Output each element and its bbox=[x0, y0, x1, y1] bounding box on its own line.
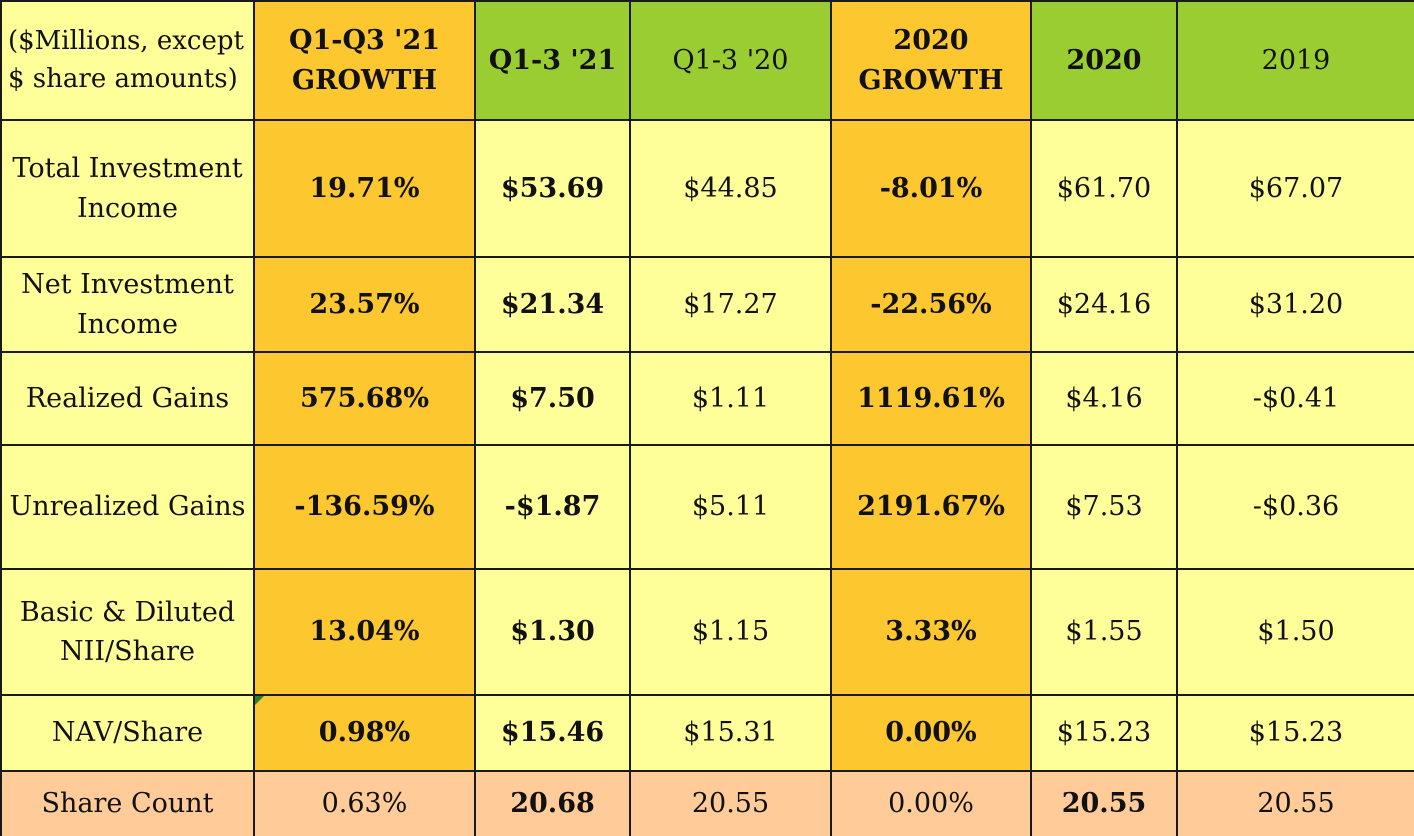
corner-header-cell: ($Millions, except $ share amounts) bbox=[0, 0, 255, 121]
cell-2019: $67.07 bbox=[1176, 119, 1414, 258]
header-line2: GROWTH bbox=[292, 64, 437, 96]
cell-2020: 20.55 bbox=[1030, 770, 1178, 836]
table-row: Share Count 0.63% 20.68 20.55 0.00% 20.5… bbox=[0, 770, 1414, 836]
cell-value: 0.98% bbox=[318, 717, 411, 749]
row-label: Realized Gains bbox=[0, 351, 255, 446]
header-2019: 2019 bbox=[1176, 0, 1414, 121]
header-q1-3-21: Q1-3 '21 bbox=[474, 0, 631, 121]
row-label: Total Investment Income bbox=[0, 119, 255, 258]
cell-2019: $15.23 bbox=[1176, 694, 1414, 772]
header-line1: 2020 bbox=[1066, 44, 1142, 76]
row-label-line1: Realized Gains bbox=[25, 382, 230, 414]
cell-2020-growth: 3.33% bbox=[830, 568, 1032, 696]
cell-q1-3-21: $15.46 bbox=[474, 694, 631, 772]
cell-q1q3-21-growth: 13.04% bbox=[253, 568, 476, 696]
cell-q1q3-21-growth: 19.71% bbox=[253, 119, 476, 258]
header-2020-growth: 2020 GROWTH bbox=[830, 0, 1032, 121]
cell-q1-3-21: $53.69 bbox=[474, 119, 631, 258]
cell-q1-3-21: $1.30 bbox=[474, 568, 631, 696]
cell-q1-3-21: $7.50 bbox=[474, 351, 631, 446]
cell-q1-3-21: -$1.87 bbox=[474, 444, 631, 570]
row-label-line1: Total Investment bbox=[12, 153, 243, 185]
cell-q1-3-20: 20.55 bbox=[629, 770, 832, 836]
header-line1: Q1-Q3 '21 bbox=[288, 25, 441, 57]
cell-q1-3-20: $5.11 bbox=[629, 444, 832, 570]
cell-2020-growth: 0.00% bbox=[830, 770, 1032, 836]
row-label-line2: Income bbox=[76, 192, 178, 224]
corner-label-line2: $ share amounts) bbox=[8, 63, 238, 94]
table-row: Total Investment Income 19.71% $53.69 $4… bbox=[0, 119, 1414, 258]
cell-2019: 20.55 bbox=[1176, 770, 1414, 836]
comment-indicator-icon bbox=[256, 697, 264, 705]
cell-2019: -$0.36 bbox=[1176, 444, 1414, 570]
cell-q1-3-20: $17.27 bbox=[629, 256, 832, 353]
row-label-line1: Share Count bbox=[41, 788, 214, 820]
cell-q1q3-21-growth: 0.98% bbox=[253, 694, 476, 772]
row-label-line1: Net Investment bbox=[21, 269, 234, 301]
cell-2019: -$0.41 bbox=[1176, 351, 1414, 446]
header-q1-3-20: Q1-3 '20 bbox=[629, 0, 832, 121]
cell-2020: $15.23 bbox=[1030, 694, 1178, 772]
corner-label-line1: ($Millions, except bbox=[8, 25, 244, 56]
row-label: Basic & Diluted NII/Share bbox=[0, 568, 255, 696]
row-label-line1: NAV/Share bbox=[51, 717, 204, 749]
cell-2020-growth: 1119.61% bbox=[830, 351, 1032, 446]
cell-2019: $1.50 bbox=[1176, 568, 1414, 696]
cell-q1q3-21-growth: 575.68% bbox=[253, 351, 476, 446]
header-line1: 2020 bbox=[893, 25, 969, 57]
cell-q1q3-21-growth: -136.59% bbox=[253, 444, 476, 570]
cell-q1-3-20: $15.31 bbox=[629, 694, 832, 772]
cell-2020: $24.16 bbox=[1030, 256, 1178, 353]
row-label-line2: NII/Share bbox=[60, 636, 195, 667]
header-line1: 2019 bbox=[1261, 44, 1331, 76]
cell-2020: $1.55 bbox=[1030, 568, 1178, 696]
header-row: ($Millions, except $ share amounts) Q1-Q… bbox=[0, 0, 1414, 121]
cell-q1-3-21: 20.68 bbox=[474, 770, 631, 836]
table-row: Realized Gains 575.68% $7.50 $1.11 1119.… bbox=[0, 351, 1414, 446]
cell-2020: $4.16 bbox=[1030, 351, 1178, 446]
header-line2: GROWTH bbox=[858, 64, 1004, 96]
row-label: Unrealized Gains bbox=[0, 444, 255, 570]
cell-q1q3-21-growth: 23.57% bbox=[253, 256, 476, 353]
cell-2019: $31.20 bbox=[1176, 256, 1414, 353]
cell-q1q3-21-growth: 0.63% bbox=[253, 770, 476, 836]
row-label: Net Investment Income bbox=[0, 256, 255, 353]
cell-2020-growth: -22.56% bbox=[830, 256, 1032, 353]
table-row: Net Investment Income 23.57% $21.34 $17.… bbox=[0, 256, 1414, 353]
table-row: Unrealized Gains -136.59% -$1.87 $5.11 2… bbox=[0, 444, 1414, 570]
header-q1q3-21-growth: Q1-Q3 '21 GROWTH bbox=[253, 0, 476, 121]
table-row: Basic & Diluted NII/Share 13.04% $1.30 $… bbox=[0, 568, 1414, 696]
cell-q1-3-21: $21.34 bbox=[474, 256, 631, 353]
row-label: Share Count bbox=[0, 770, 255, 836]
cell-2020-growth: -8.01% bbox=[830, 119, 1032, 258]
cell-q1-3-20: $44.85 bbox=[629, 119, 832, 258]
row-label-line2: Income bbox=[76, 308, 178, 340]
row-label: NAV/Share bbox=[0, 694, 255, 772]
header-line1: Q1-3 '21 bbox=[488, 44, 617, 76]
header-2020: 2020 bbox=[1030, 0, 1178, 121]
cell-2020-growth: 2191.67% bbox=[830, 444, 1032, 570]
header-line1: Q1-3 '20 bbox=[672, 44, 789, 76]
cell-q1-3-20: $1.15 bbox=[629, 568, 832, 696]
cell-2020: $7.53 bbox=[1030, 444, 1178, 570]
table-row: NAV/Share 0.98% $15.46 $15.31 0.00% $15.… bbox=[0, 694, 1414, 772]
row-label-line1: Basic & Diluted bbox=[19, 596, 236, 628]
cell-2020-growth: 0.00% bbox=[830, 694, 1032, 772]
cell-q1-3-20: $1.11 bbox=[629, 351, 832, 446]
cell-2020: $61.70 bbox=[1030, 119, 1178, 258]
row-label-line1: Unrealized Gains bbox=[9, 491, 246, 523]
